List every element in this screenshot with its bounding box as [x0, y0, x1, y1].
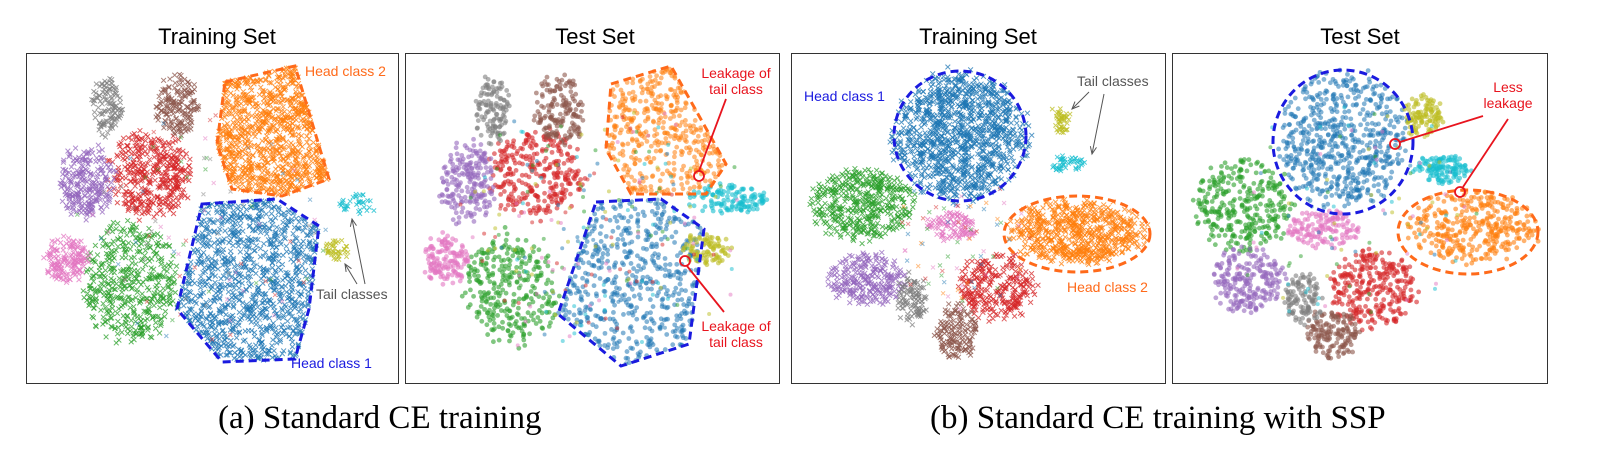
panel-4-plot: Less leakage: [1172, 53, 1548, 384]
panel-1-title: Training Set: [158, 24, 276, 49]
brown-cluster: [1305, 309, 1363, 361]
green-noise-cluster: [468, 124, 737, 307]
head-class-1-outline: [1271, 68, 1415, 216]
pink-cluster: [41, 233, 92, 286]
leak-line-2: [686, 265, 725, 313]
blue-cluster: [174, 196, 321, 363]
orange-cluster: [1405, 187, 1541, 268]
panel-3-plot: Head class 1 Tail classes Head class 2: [791, 53, 1166, 384]
panel-4-svg: Less leakage: [1190, 67, 1541, 361]
head-class-2-outline: [1002, 194, 1152, 274]
tail-arrow-1: [1071, 91, 1090, 110]
green-noise-cluster: [924, 198, 1004, 303]
head-class-2-outline: [215, 64, 331, 198]
head-class-2-outline: [604, 64, 728, 196]
brown-cluster: [153, 71, 202, 139]
cyan-noise-cluster: [482, 125, 734, 344]
panel-3-svg: Head class 1 Tail classes Head class 2: [804, 64, 1152, 360]
green-cluster: [80, 217, 181, 346]
olive-cluster: [1049, 106, 1073, 136]
tail-arrow-1: [351, 218, 366, 285]
tail-arrow-2: [1091, 93, 1105, 155]
tail-arrow-1-head: [349, 217, 357, 227]
cyan-cluster: [1050, 153, 1088, 174]
panel-1-svg: Head class 2 Tail classes Head class 1: [41, 63, 388, 371]
tail-arrow-1-head: [1071, 101, 1080, 110]
pink-cluster: [1285, 208, 1361, 251]
blue-noise-cluster: [98, 121, 328, 339]
annotation-head-class-1: Head class 1: [291, 355, 372, 371]
leak-line-1: [698, 98, 727, 172]
panel-3-title: Training Set: [919, 24, 1037, 49]
orange-cluster: [215, 65, 330, 198]
leak-line-2: [1462, 118, 1509, 188]
olive-cluster: [323, 237, 351, 263]
pink-noise-cluster: [470, 111, 739, 348]
purple-cluster: [57, 142, 120, 223]
purple-cluster: [437, 136, 497, 227]
caption-a: (a) Standard CE training: [218, 400, 542, 436]
purple-cluster: [825, 249, 909, 308]
head-class-2-outline: [1396, 188, 1540, 276]
green-noise-cluster: [74, 135, 326, 323]
panel-2-svg: Leakage of tail class Leakage of tail class: [422, 64, 771, 368]
head-class-1-outline: [175, 197, 321, 364]
pink-noise-cluster: [902, 193, 1024, 312]
panel-1-plot: Head class 2 Tail classes Head class 1: [26, 53, 399, 384]
leak-marker-2: [1454, 186, 1466, 198]
blue-cluster: [1276, 67, 1411, 210]
annotation-head-class-1: Head class 1: [804, 88, 885, 104]
annotation-leakage-1: Leakage of tail class: [701, 65, 770, 97]
tail-arrow-2-head: [1089, 146, 1097, 156]
blue-cluster: [887, 64, 1035, 208]
blue-noise-cluster: [499, 119, 695, 337]
leak-marker-2: [679, 255, 691, 267]
annotation-tail-classes: Tail classes: [1077, 73, 1149, 89]
red-cluster: [486, 126, 588, 224]
panel-2-title: Test Set: [555, 24, 635, 49]
annotation-leakage-2: Leakage of tail class: [701, 318, 770, 350]
annotation-head-class-2: Head class 2: [305, 63, 386, 79]
gray-cluster: [89, 75, 126, 140]
red-cluster: [1328, 246, 1422, 333]
annotation-less-leakage: Less leakage: [1483, 79, 1532, 111]
cyan-noise-cluster: [1259, 105, 1458, 314]
pink-noise-cluster: [1235, 128, 1467, 309]
olive-noise-cluster: [1281, 114, 1460, 300]
olive-noise-cluster: [473, 110, 718, 325]
green-cluster: [1190, 157, 1298, 254]
green-cluster: [459, 225, 562, 351]
panel-2-plot: Leakage of tail class Leakage of tail class: [405, 53, 780, 384]
head-class-1-outline: [556, 197, 706, 368]
pink-noise-cluster: [89, 136, 318, 323]
leak-marker-1: [1389, 138, 1401, 150]
cyan-cluster: [337, 191, 377, 217]
red-noise-cluster: [134, 113, 307, 342]
tail-arrow-2-head: [344, 262, 352, 272]
annotation-tail-classes: Tail classes: [316, 286, 388, 302]
panel-4-title: Test Set: [1320, 24, 1400, 49]
red-noise-cluster: [899, 186, 1032, 297]
green-cluster: [807, 165, 918, 247]
orange-cluster: [1004, 196, 1151, 268]
cyan-cluster: [1410, 153, 1474, 187]
tail-arrow-2: [344, 263, 358, 285]
red-cluster: [104, 127, 194, 223]
gray-noise-cluster: [101, 141, 318, 308]
gray-cluster: [473, 74, 512, 147]
gray-cluster: [1282, 271, 1325, 328]
brown-cluster: [531, 72, 586, 148]
leak-line-1: [1399, 115, 1484, 143]
caption-b: (b) Standard CE training with SSP: [930, 400, 1386, 436]
purple-cluster: [1211, 244, 1289, 316]
head-class-1-outline: [892, 69, 1028, 203]
brown-cluster: [931, 300, 979, 360]
annotation-head-class-2: Head class 2: [1067, 279, 1148, 295]
pink-cluster: [422, 230, 471, 287]
green-noise-cluster: [1245, 112, 1479, 315]
